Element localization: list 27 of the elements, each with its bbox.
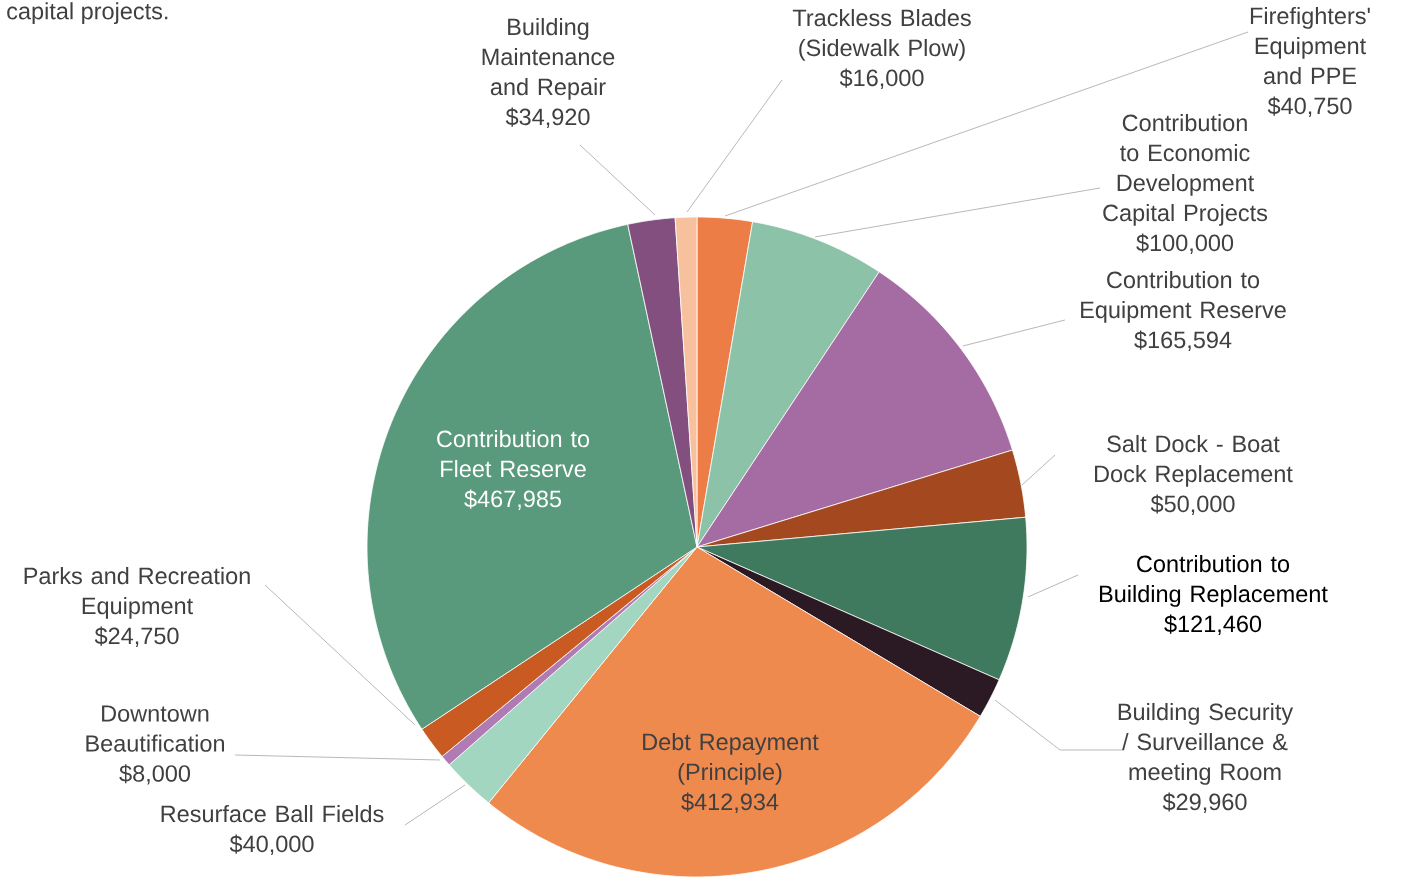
data-label: $50,000 (1150, 494, 1235, 516)
slice-label: Building Security / Surveillance & meeting Room (1118, 702, 1294, 785)
slice-label: Debt Repayment (Principle) (643, 732, 819, 785)
slice-label: Salt Dock - Boat Dock Replacement (1095, 434, 1293, 487)
slice-label: Building Maintenance and Repair (482, 17, 615, 100)
data-label: $34,920 (505, 107, 590, 129)
slice-label: Contribution to Equipment Reserve (1081, 270, 1286, 323)
data-label: $121,460 (1164, 614, 1262, 636)
data-label: $40,000 (229, 834, 314, 856)
text: capital projects. (7, 2, 168, 25)
slice-label: Downtown Beautification (86, 705, 225, 752)
data-label: $29,960 (1162, 792, 1247, 813)
slice-label: Resurface Ball Fields (161, 804, 384, 823)
slice-label: Firefighters' Equipment and PPE (1250, 6, 1370, 85)
slice-label: Contribution to Fleet Reserve (437, 429, 590, 478)
data-label: $24,750 (94, 626, 179, 648)
data-label: $16,000 (839, 68, 924, 90)
data-label: $100,000 (1136, 233, 1234, 254)
slice-label: Contribution to Economic Development Capital Projects (1103, 113, 1268, 226)
slice-label: Parks and Recreation Equipment (24, 566, 250, 619)
data-label: $412,934 (681, 792, 779, 814)
data-label: $8,000 (119, 764, 191, 785)
slice-label: Trackless Blades (Sidewalk Plow) (792, 8, 971, 61)
data-label: $40,750 (1267, 96, 1352, 118)
data-label: $165,594 (1134, 330, 1232, 352)
data-label: $467,985 (464, 489, 561, 511)
slice-label: Contribution to Building Replacement (1099, 554, 1328, 607)
